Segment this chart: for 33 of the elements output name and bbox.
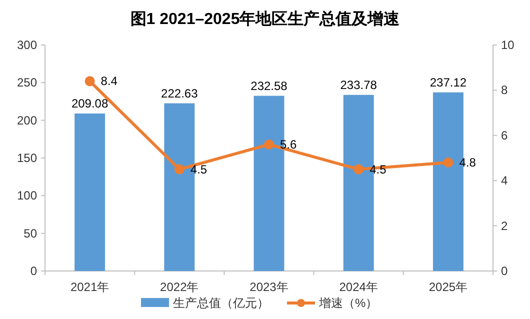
data-label: 209.08: [71, 96, 108, 110]
y-tick-label: 250: [16, 76, 38, 90]
bar: [74, 113, 106, 271]
y-tick-label: 150: [16, 151, 38, 165]
x-tick-label: 2023年: [250, 280, 288, 294]
y2-tick-label: 6: [501, 128, 508, 142]
data-label: 8.4: [100, 74, 118, 88]
y-tick-label: 50: [24, 226, 38, 240]
chart-title: 图1 2021–2025年地区生产总值及增速: [130, 10, 401, 28]
data-label: 233.78: [340, 78, 378, 92]
y2-tick-label: 10: [501, 38, 515, 52]
x-tick-label: 2021年: [70, 280, 110, 294]
legend-label: 生产总值（亿元）: [173, 296, 269, 310]
y2-tick-label: 2: [501, 218, 508, 233]
y2-tick-label: 0: [501, 264, 508, 278]
y2-tick-label: 8: [501, 83, 508, 98]
y-tick-label: 100: [16, 188, 38, 203]
data-label: 232.58: [250, 78, 288, 93]
y2-tick-label: 4: [501, 174, 508, 188]
x-tick-label: 2025年: [428, 280, 468, 294]
legend-label: 增速（%）: [318, 296, 378, 310]
data-label: 222.63: [161, 86, 198, 100]
point: [264, 139, 274, 150]
point: [174, 164, 184, 174]
y-tick-label: 200: [16, 113, 38, 128]
y-tick-label: 300: [16, 38, 38, 52]
x-tick-label: 2022年: [160, 280, 199, 294]
point: [443, 158, 454, 168]
data-label: 237.12: [430, 75, 467, 90]
point: [354, 164, 364, 174]
x-tick-label: 2024年: [339, 280, 378, 294]
y-tick-label: 0: [30, 264, 38, 278]
point: [84, 76, 95, 86]
